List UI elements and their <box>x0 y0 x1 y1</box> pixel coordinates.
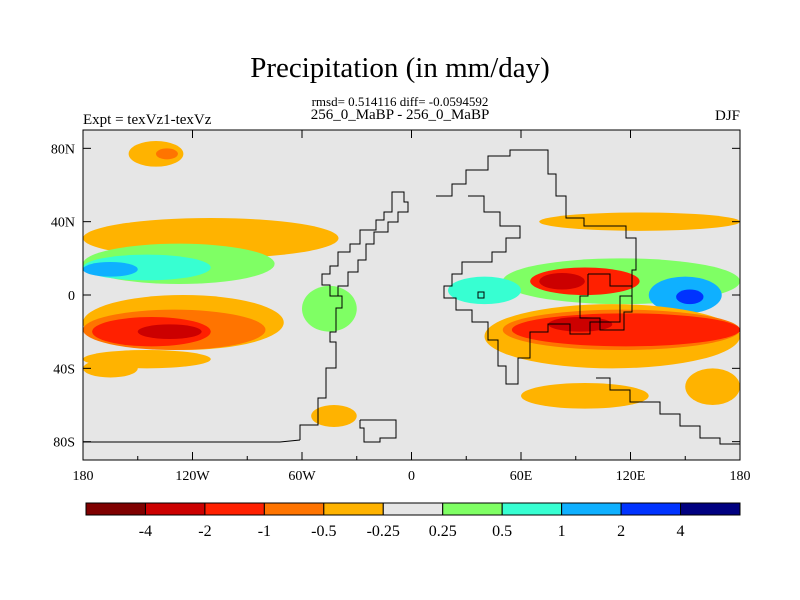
precip-field-1 <box>156 148 178 160</box>
precip-field-23 <box>548 317 613 332</box>
colorbar-bin-6 <box>442 502 503 516</box>
colorbar-bin-4 <box>323 502 384 516</box>
precip-field-12 <box>311 405 357 427</box>
colorbar-label-6: 0.5 <box>492 523 512 540</box>
colorbar-label-0: -4 <box>139 523 152 540</box>
colorbar-bin-3 <box>263 502 325 516</box>
colorbar-label-2: -1 <box>258 523 271 540</box>
x-tick-label-2: 60W <box>288 469 316 484</box>
precip-field-13 <box>539 212 740 231</box>
continent-outline-americas <box>299 191 409 440</box>
colorbar-bin-9 <box>620 502 682 516</box>
colorbar-label-7: 1 <box>558 523 566 540</box>
colorbar-bin-2 <box>204 502 265 516</box>
inland-lake <box>477 291 485 299</box>
continent-outline-australia <box>579 273 633 331</box>
colorbar-label-3: -0.5 <box>311 523 336 540</box>
rmsd-diff-stats: rmsd= 0.514116 diff= -0.0594592 <box>311 94 489 109</box>
colorbar-label-8: 2 <box>617 523 625 540</box>
colorbar-label-1: -2 <box>198 523 211 540</box>
chart-title: Precipitation (in mm/day) <box>250 52 550 84</box>
season-label: DJF <box>714 108 740 124</box>
y-tick-label-4: 80S <box>53 436 75 451</box>
x-tick-label-6: 180 <box>730 469 751 484</box>
colorbar-bin-5 <box>382 502 444 516</box>
precip-field-25 <box>685 368 740 405</box>
precip-field-9 <box>137 324 202 339</box>
colorbar-label-4: -0.25 <box>367 523 400 540</box>
precip-field-5 <box>83 262 138 277</box>
colorbar-label-9: 4 <box>677 523 685 540</box>
precip-field-26 <box>83 359 138 378</box>
continent-outline-afro-eurasia <box>436 149 637 385</box>
colorbar-bin-0 <box>85 502 146 516</box>
x-tick-label-3: 0 <box>408 469 415 484</box>
y-tick-label-3: 40S <box>53 362 75 377</box>
precip-field-19 <box>539 273 585 290</box>
precip-field-15 <box>448 276 521 305</box>
x-tick-label-4: 60E <box>510 469 533 484</box>
precip-field-22 <box>511 313 740 347</box>
precip-field-24 <box>521 383 649 409</box>
precip-field-11 <box>302 285 357 332</box>
y-tick-label-2: 0 <box>68 289 75 304</box>
colorbar-bin-10 <box>680 502 741 516</box>
x-tick-label-0: 180 <box>73 469 94 484</box>
precip-field-17 <box>676 289 704 305</box>
y-tick-label-1: 40N <box>51 216 75 231</box>
colorbar-bin-1 <box>144 502 206 516</box>
colorbar-label-5: 0.25 <box>429 523 457 540</box>
continent-outline-antarctic-shelf <box>83 439 301 443</box>
colorbar-bin-7 <box>501 502 563 516</box>
y-tick-label-0: 80N <box>51 142 75 157</box>
continent-outline-south-lake <box>359 419 397 443</box>
colorbar-bin-8 <box>561 502 622 516</box>
x-tick-label-5: 120E <box>616 469 646 484</box>
experiment-label: Expt = texVz1-texVz <box>83 112 212 128</box>
x-tick-label-1: 120W <box>175 469 210 484</box>
continent-outline-east-coast <box>596 377 740 445</box>
case-label: 256_0_MaBP - 256_0_MaBP <box>310 107 490 123</box>
